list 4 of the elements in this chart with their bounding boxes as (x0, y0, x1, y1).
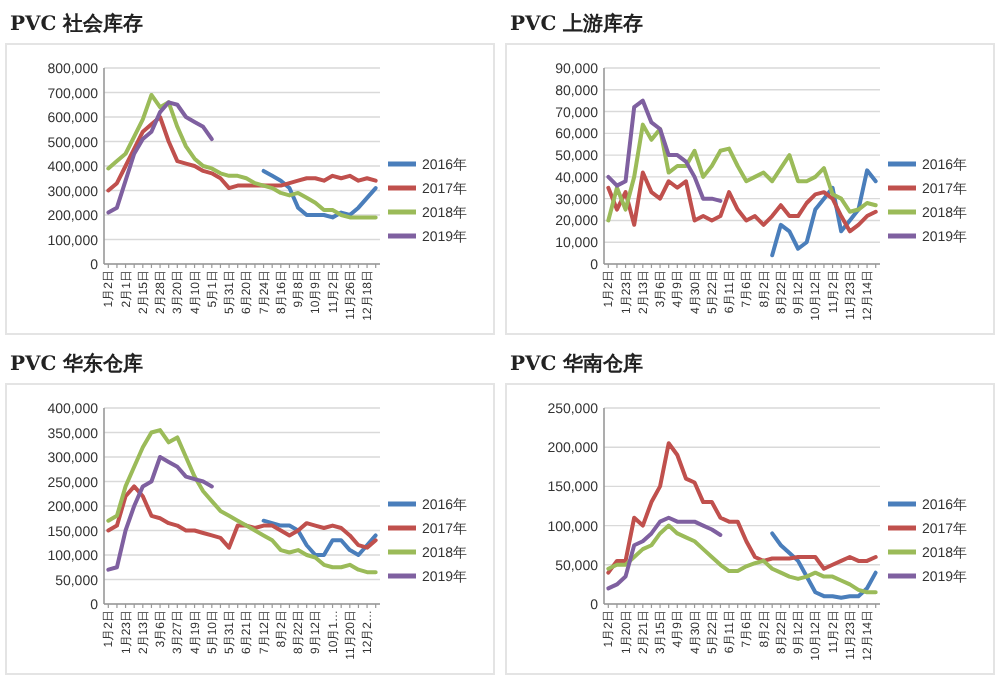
chart-title: PVC 社会库存 (10, 12, 144, 36)
chart-title: PVC 华南仓库 (510, 352, 644, 376)
chart-title: PVC 华东仓库 (10, 352, 144, 376)
chart-title: PVC 上游库存 (510, 12, 644, 36)
